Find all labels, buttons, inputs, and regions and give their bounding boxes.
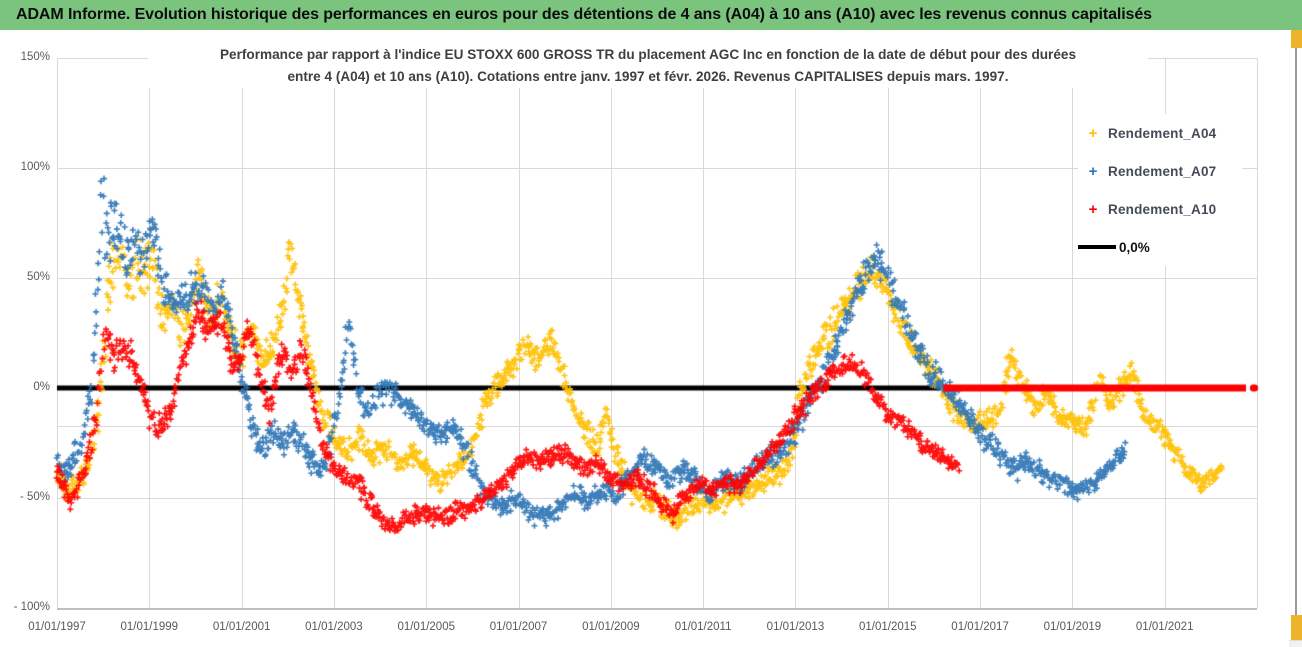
legend-label: Rendement_A07 [1108,163,1217,179]
legend-item-rendement-a07[interactable]: + Rendement_A07 [1078,152,1242,190]
legend-item-zero-line[interactable]: 0,0% [1078,228,1242,266]
legend: + Rendement_A04 + Rendement_A07 + Rendem… [1078,114,1242,266]
plus-marker-icon: + [1088,200,1098,218]
plus-marker-icon: + [1088,124,1098,142]
legend-label: Rendement_A04 [1108,125,1217,141]
chart-area[interactable]: 150%100%50%0%- 50%- 100%01/01/199701/01/… [0,30,1302,647]
banner: ADAM Informe. Evolution historique des p… [0,0,1302,30]
legend-item-rendement-a04[interactable]: + Rendement_A04 [1078,114,1242,152]
legend-label: 0,0% [1119,239,1150,255]
legend-label: Rendement_A10 [1108,201,1217,217]
legend-item-rendement-a10[interactable]: + Rendement_A10 [1078,190,1242,228]
banner-title: ADAM Informe. Evolution historique des p… [16,6,1152,23]
plus-marker-icon: + [1088,162,1098,180]
zero-line-icon [1078,245,1116,249]
